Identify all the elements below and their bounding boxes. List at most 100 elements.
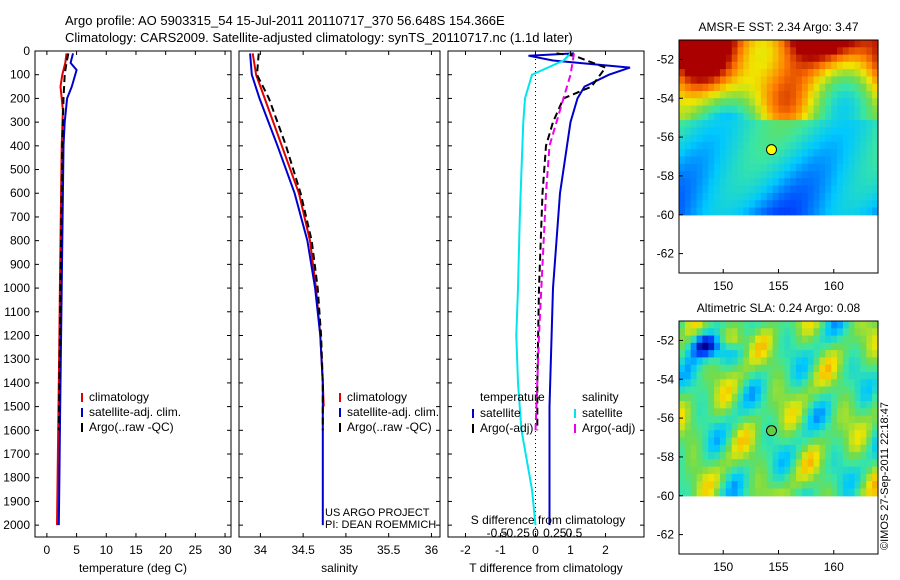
map-cell (842, 83, 850, 92)
map-cell (807, 105, 815, 114)
map-cell (737, 178, 744, 187)
map-cell (696, 91, 704, 99)
map-cell (866, 98, 873, 107)
map-cell (720, 178, 727, 187)
map-cell (825, 481, 832, 490)
map-cell (760, 200, 768, 209)
map-cell (766, 466, 774, 475)
map-cell (679, 466, 686, 475)
map-cell (731, 185, 739, 194)
map-cell (737, 452, 744, 460)
map-cell (679, 112, 686, 121)
map-cell (755, 171, 762, 179)
map-cell (690, 40, 698, 48)
map-cell (860, 422, 867, 431)
map-cell (819, 120, 826, 128)
map-cell (743, 91, 750, 99)
map-cell (860, 459, 867, 468)
map-cell (737, 83, 744, 92)
map-cell (796, 321, 803, 329)
x-tick-label: 36 (425, 543, 439, 557)
map-cell (684, 481, 692, 490)
map-cell (866, 171, 873, 179)
map-cell (737, 335, 744, 344)
map-cell (760, 192, 768, 201)
map-cell (679, 120, 686, 128)
map-cell (679, 83, 686, 92)
map-cell (872, 430, 879, 439)
x-tick-label: 5 (73, 543, 80, 557)
map-cell (837, 83, 844, 92)
map-cell (696, 76, 704, 85)
y-tick-label: 1500 (3, 400, 30, 414)
map-cell (807, 372, 815, 380)
map-cell (731, 372, 739, 380)
map-cell (749, 364, 756, 373)
map-cell (842, 127, 850, 136)
map-cell (737, 321, 744, 329)
map-cell (796, 192, 803, 201)
map-cell (743, 321, 750, 329)
map-cell (837, 386, 844, 395)
map-cell (848, 47, 856, 56)
map-cell (720, 481, 727, 490)
map-cell (796, 40, 803, 48)
map-cell (866, 321, 873, 329)
map-cell (708, 105, 715, 114)
map-cell (743, 178, 750, 187)
map-cell (690, 488, 698, 497)
map-cell (720, 350, 727, 358)
map-cell (696, 127, 704, 136)
map-cell (784, 481, 791, 490)
map-cell (708, 91, 715, 99)
map-cell (725, 83, 733, 92)
map-cell (872, 473, 879, 482)
map-cell (720, 328, 727, 337)
map-cell (860, 444, 867, 453)
map-cell (731, 156, 739, 165)
map-cell (737, 163, 744, 172)
map-cell (737, 408, 744, 417)
map-cell (714, 91, 721, 99)
map-cell (854, 112, 862, 121)
map-cell (720, 91, 727, 99)
map-cell (872, 156, 879, 165)
map-cell (790, 141, 797, 150)
map-cell (760, 415, 768, 424)
map-cell (731, 321, 739, 329)
map-cell (872, 372, 879, 380)
map-cell (813, 163, 821, 172)
map-cell (842, 408, 850, 417)
map-cell (784, 178, 791, 187)
map-cell (702, 364, 709, 373)
map-cell (690, 83, 698, 92)
map-cell (825, 163, 832, 172)
map-cell (690, 178, 698, 187)
map-cell (854, 200, 862, 209)
map-cell (755, 105, 762, 114)
map-cell (760, 452, 768, 460)
map-cell (679, 127, 686, 136)
map-cell (860, 112, 867, 121)
map-cell (854, 437, 862, 446)
map-cell (708, 54, 715, 63)
map-cell (813, 321, 821, 329)
map-cell (819, 141, 826, 150)
map-cell (842, 364, 850, 373)
map-cell (837, 466, 844, 475)
map-cell (760, 91, 768, 99)
map-cell (848, 473, 856, 482)
map-cell (731, 357, 739, 366)
map-cell (796, 459, 803, 468)
map-cell (725, 357, 733, 366)
map-cell (825, 127, 832, 136)
map-cell (731, 112, 739, 121)
map-cell (760, 61, 768, 70)
map-cell (801, 69, 809, 77)
map-cell (848, 127, 856, 136)
map-cell (755, 141, 762, 150)
map-cell (825, 178, 832, 187)
map-cell (860, 386, 867, 395)
map-cell (807, 357, 815, 366)
